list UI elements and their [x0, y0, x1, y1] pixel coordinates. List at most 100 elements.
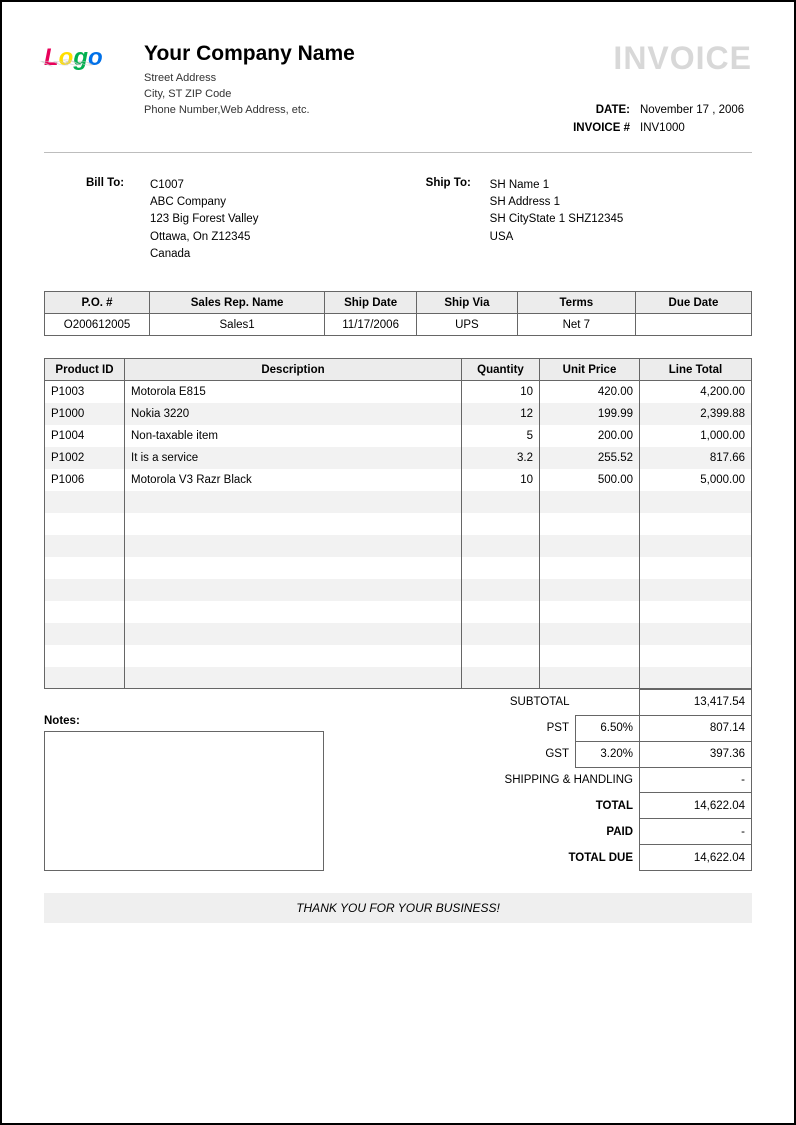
addresses: Bill To: C1007 ABC Company 123 Big Fores… [86, 177, 752, 263]
date-label: DATE: [552, 101, 630, 119]
totals-section: SUBTOTAL 13,417.54 PST 6.50% 807.14 GST … [324, 689, 752, 871]
order-info-table: P.O. #Sales Rep. NameShip DateShip ViaTe… [44, 291, 752, 336]
bill-to-line: C1007 [150, 177, 258, 194]
item-cell: 3.2 [462, 447, 540, 469]
item-cell: 4,200.00 [640, 381, 752, 403]
item-cell [540, 579, 640, 601]
item-cell [462, 645, 540, 667]
bill-to-line: Canada [150, 246, 258, 263]
pst-rate: 6.50% [576, 715, 640, 741]
order-col-header: Sales Rep. Name [150, 292, 325, 314]
item-cell [462, 491, 540, 513]
item-cell [125, 579, 462, 601]
order-cell: UPS [417, 314, 518, 336]
item-cell [125, 491, 462, 513]
order-cell: Sales1 [150, 314, 325, 336]
item-cell [45, 623, 125, 645]
item-cell [540, 601, 640, 623]
item-cell: 5 [462, 425, 540, 447]
order-cell [635, 314, 751, 336]
col-line-total: Line Total [640, 359, 752, 381]
item-cell: 817.66 [640, 447, 752, 469]
item-cell: 199.99 [540, 403, 640, 425]
shipping-label: SHIPPING & HANDLING [499, 767, 640, 793]
invoice-no-label: INVOICE # [552, 119, 630, 137]
item-cell [462, 623, 540, 645]
bill-to-label: Bill To: [86, 177, 138, 263]
item-cell: 2,399.88 [640, 403, 752, 425]
item-cell [640, 535, 752, 557]
item-cell: P1000 [45, 403, 125, 425]
item-cell [45, 535, 125, 557]
table-row [45, 601, 752, 623]
company-address-line1: Street Address [144, 71, 355, 87]
subtotal-label: SUBTOTAL [499, 690, 576, 716]
gst-rate: 3.20% [576, 741, 640, 767]
col-product-id: Product ID [45, 359, 125, 381]
item-cell: 12 [462, 403, 540, 425]
item-cell: 200.00 [540, 425, 640, 447]
item-cell: 420.00 [540, 381, 640, 403]
item-cell: Motorola V3 Razr Black [125, 469, 462, 491]
item-cell: It is a service [125, 447, 462, 469]
table-row [45, 645, 752, 667]
bill-to-line: ABC Company [150, 194, 258, 211]
item-cell [540, 557, 640, 579]
item-cell [462, 557, 540, 579]
ship-to-label: Ship To: [426, 177, 478, 263]
item-cell [45, 667, 125, 689]
item-cell [640, 667, 752, 689]
item-cell [640, 579, 752, 601]
item-cell [462, 535, 540, 557]
table-row: P1004Non-taxable item5200.001,000.00 [45, 425, 752, 447]
bill-to-block: Bill To: C1007 ABC Company 123 Big Fores… [86, 177, 406, 263]
ship-to-line: SH CityState 1 SHZ12345 [490, 211, 624, 228]
company-address-line3: Phone Number,Web Address, etc. [144, 103, 355, 119]
header-divider [44, 152, 752, 153]
company-name: Your Company Name [144, 42, 355, 66]
item-cell [640, 491, 752, 513]
item-cell: 255.52 [540, 447, 640, 469]
shipping-value: - [640, 767, 752, 793]
table-row: P1006Motorola V3 Razr Black10500.005,000… [45, 469, 752, 491]
invoice-meta: DATE: November 17 , 2006 INVOICE # INV10… [552, 101, 752, 138]
item-cell [540, 645, 640, 667]
ship-to-line: SH Address 1 [490, 194, 624, 211]
item-cell: 5,000.00 [640, 469, 752, 491]
date-value: November 17 , 2006 [640, 101, 752, 119]
item-cell [640, 557, 752, 579]
order-col-header: Ship Via [417, 292, 518, 314]
item-cell [540, 623, 640, 645]
item-cell [640, 513, 752, 535]
item-cell [125, 535, 462, 557]
company-block: Your Company Name Street Address City, S… [144, 40, 355, 138]
gst-label: GST [499, 741, 576, 767]
item-cell [540, 535, 640, 557]
item-cell [125, 513, 462, 535]
bill-to-line: 123 Big Forest Valley [150, 211, 258, 228]
pst-value: 807.14 [640, 715, 752, 741]
order-cell: Net 7 [517, 314, 635, 336]
header: Logo Logo Your Company Name Street Addre… [44, 40, 752, 138]
item-cell: Motorola E815 [125, 381, 462, 403]
totals-table: SUBTOTAL 13,417.54 PST 6.50% 807.14 GST … [499, 689, 752, 871]
item-cell [540, 667, 640, 689]
order-col-header: P.O. # [45, 292, 150, 314]
item-cell [540, 491, 640, 513]
item-cell [640, 601, 752, 623]
invoice-title: INVOICE [552, 40, 752, 77]
item-cell: Nokia 3220 [125, 403, 462, 425]
order-cell: O200612005 [45, 314, 150, 336]
pst-label: PST [499, 715, 576, 741]
order-col-header: Due Date [635, 292, 751, 314]
notes-label: Notes: [44, 715, 324, 727]
col-description: Description [125, 359, 462, 381]
table-row [45, 535, 752, 557]
item-cell [125, 645, 462, 667]
item-cell [45, 579, 125, 601]
notes-section: Notes: [44, 689, 324, 871]
item-cell: Non-taxable item [125, 425, 462, 447]
gst-value: 397.36 [640, 741, 752, 767]
table-row: P1003Motorola E81510420.004,200.00 [45, 381, 752, 403]
invoice-no-value: INV1000 [640, 119, 752, 137]
